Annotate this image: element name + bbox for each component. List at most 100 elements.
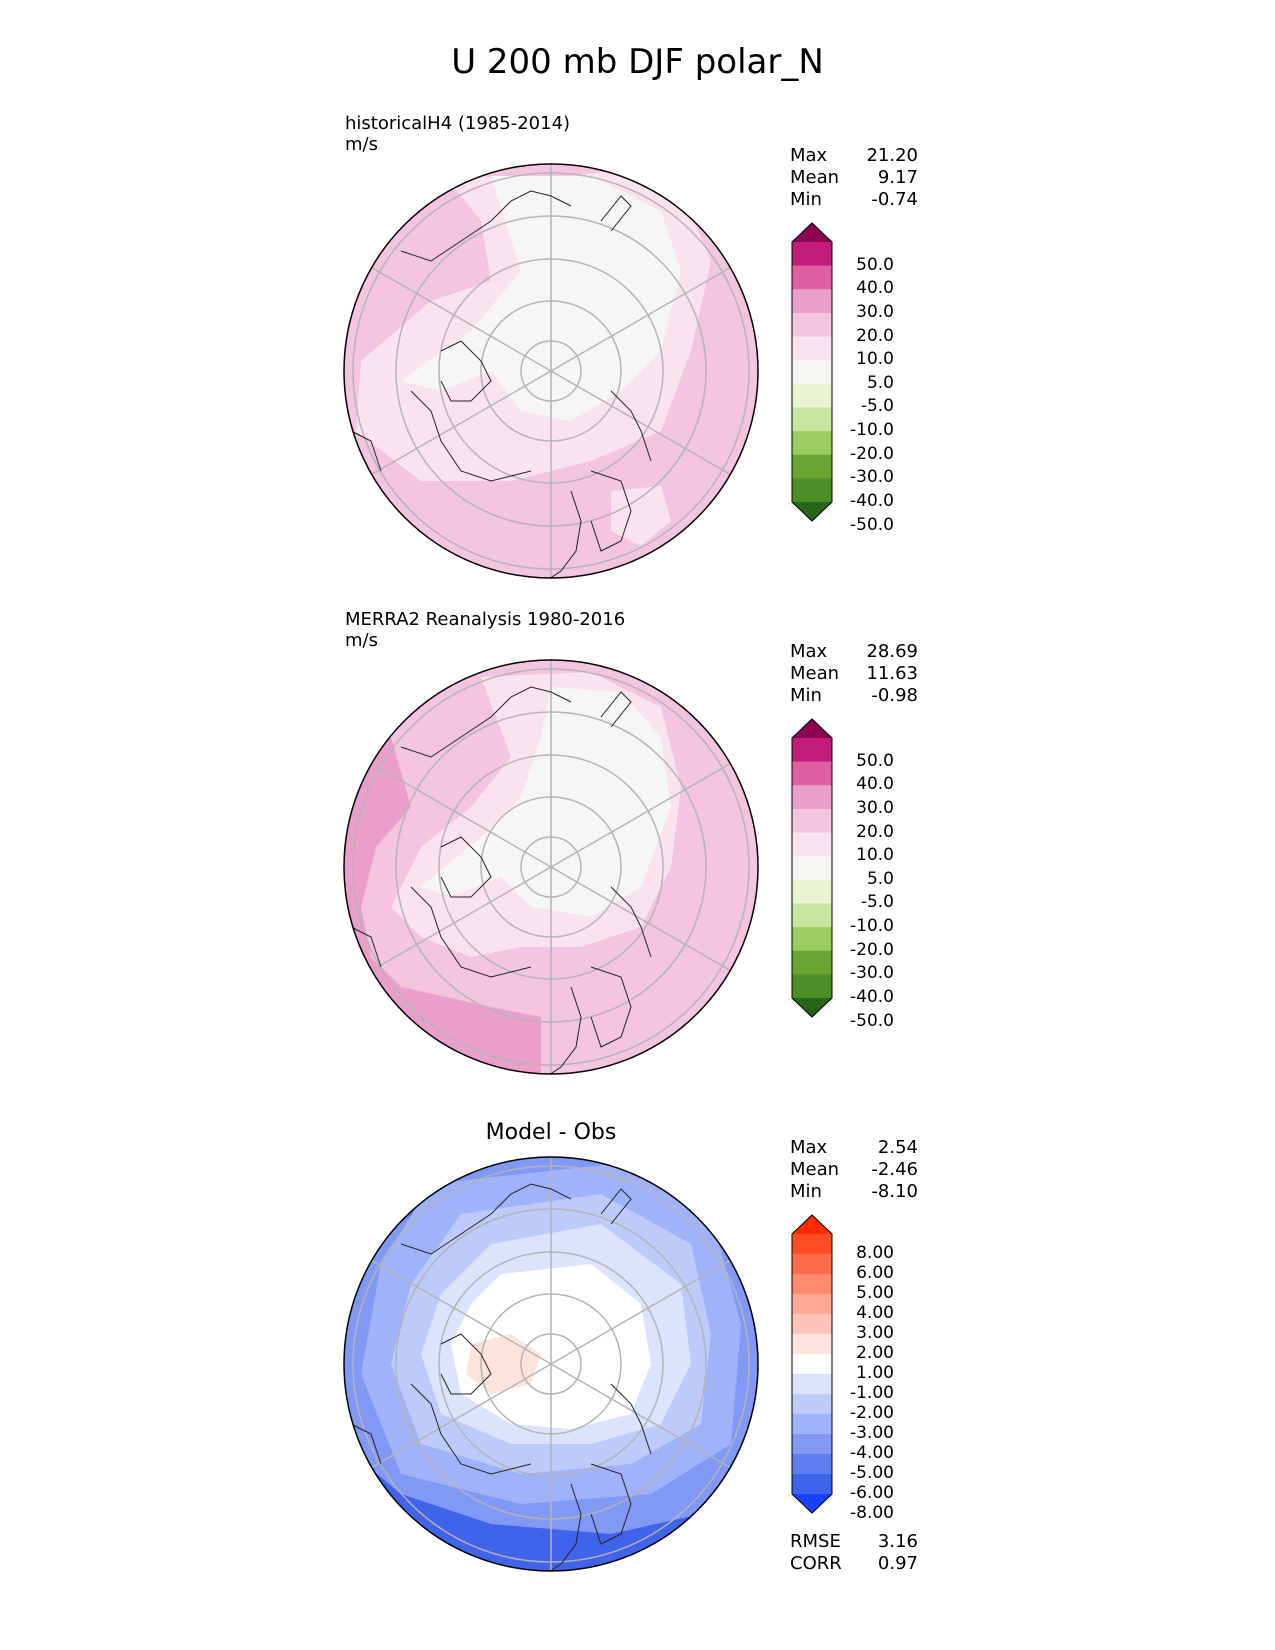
colorbar-segment [792, 312, 832, 338]
panel1-field-5-10-pacific [611, 486, 671, 546]
panel3-min-value: -8.10 [871, 1181, 918, 1202]
panel2-field-20-30 [344, 737, 541, 1074]
panel2-max-label: Max [790, 641, 828, 662]
colorbar-tick-label: 8.00 [856, 1243, 894, 1263]
colorbar-outline [791, 1214, 833, 1514]
colorbar-segment [792, 454, 832, 479]
colorbar-segment [792, 1474, 832, 1495]
colorbar-segment [792, 761, 832, 786]
panel3-mean-label: Mean [790, 1159, 840, 1180]
colorbar-tick-label: 3.00 [856, 1323, 894, 1343]
panel1-coastlines [350, 190, 652, 578]
panel1-mean-row: Mean 9.17 [790, 167, 918, 189]
colorbar-tick-label: -1.00 [850, 1383, 894, 1403]
panel1-map [343, 163, 759, 579]
colorbar-tick-label: 50.0 [856, 750, 894, 771]
colorbar-segment [792, 265, 832, 290]
colorbar-segment [792, 832, 832, 857]
panel3-rmse-row: RMSE 3.16 [790, 1531, 918, 1553]
panel3-corr-label: CORR [790, 1553, 842, 1574]
colorbar-tick-label: -5.0 [860, 892, 894, 913]
colorbar-segment [792, 903, 832, 928]
panel3-rmse-value: 3.16 [877, 1531, 918, 1552]
colorbar-segment [792, 478, 832, 503]
panel3-mean-value: -2.46 [871, 1159, 918, 1180]
colorbar-segment [792, 289, 832, 314]
panel3-colorbar [791, 1214, 833, 1514]
colorbar-segment [792, 1394, 832, 1415]
panel3-max-value: 2.54 [877, 1137, 918, 1158]
colorbar-segment [792, 1354, 832, 1375]
panel1-colorbar [791, 222, 833, 522]
panel1-units: m/s [345, 134, 378, 155]
colorbar-extend-bottom [792, 998, 832, 1017]
colorbar-tick-label: -5.0 [860, 396, 894, 417]
panel2-min-label: Min [790, 685, 822, 706]
panel3-min-label: Min [790, 1181, 822, 1202]
colorbar-segment [792, 1314, 832, 1335]
colorbar-tick-label: 20.0 [856, 325, 894, 346]
panel1-mean-label: Mean [790, 167, 840, 188]
panel2-min-value: -0.98 [871, 685, 918, 706]
colorbar-tick-label: -40.0 [850, 491, 894, 511]
colorbar-tick-label: 40.0 [856, 278, 894, 299]
colorbar-extend-top [792, 719, 832, 738]
colorbar-segment [792, 360, 832, 385]
panel3-corr-row: CORR 0.97 [790, 1553, 918, 1575]
panel2-mean-label: Mean [790, 663, 840, 684]
panel3-max-label: Max [790, 1137, 828, 1158]
panel3-field-plus1-plus2 [466, 1334, 541, 1394]
panel3-field-minus6-minus8 [344, 1444, 758, 1571]
panel1-stats: Max 21.20 Mean 9.17 Min -0.74 [790, 145, 918, 211]
figure-title: U 200 mb DJF polar_N [451, 42, 824, 82]
colorbar-tick-label: -50.0 [850, 1010, 894, 1031]
colorbar-segment [792, 407, 832, 432]
panel2-min-row: Min -0.98 [790, 685, 918, 707]
panel1-max-row: Max 21.20 [790, 145, 918, 167]
colorbar-tick-label: 50.0 [856, 254, 894, 275]
colorbar-tick-label: -50.0 [850, 514, 894, 535]
panel2-coastlines [350, 686, 652, 1074]
colorbar-extend-bottom [792, 502, 832, 521]
colorbar-tick-label: -10.0 [850, 420, 894, 441]
panel2-graticule [352, 660, 750, 1074]
colorbar-segment [792, 1414, 832, 1435]
colorbar-outline [791, 718, 833, 1018]
colorbar-tick-label: 20.0 [856, 821, 894, 842]
panel1-max-value: 21.20 [866, 145, 918, 166]
colorbar-segment [792, 383, 832, 408]
colorbar-segment [792, 785, 832, 810]
colorbar-tick-label: 10.0 [856, 845, 894, 866]
panel2-map [343, 659, 759, 1075]
colorbar-extend-top [792, 223, 832, 242]
colorbar-tick-label: 1.00 [856, 1363, 894, 1383]
colorbar-segment [792, 1254, 832, 1275]
panel3-coastlines [350, 1183, 652, 1571]
panel2-units: m/s [345, 630, 378, 651]
colorbar-tick-label: -8.00 [850, 1503, 894, 1523]
panel1-min-value: -0.74 [871, 189, 918, 210]
colorbar-segment [792, 808, 832, 834]
panel2-title: MERRA2 Reanalysis 1980-2016 m/s [345, 609, 625, 651]
colorbar-segment [792, 856, 832, 881]
colorbar-segment [792, 1294, 832, 1315]
panel3-mean-row: Mean -2.46 [790, 1159, 918, 1181]
colorbar-segment [792, 1274, 832, 1295]
colorbar-tick-label: 30.0 [856, 797, 894, 818]
panel3-map [343, 1156, 759, 1572]
colorbar-outline [791, 222, 833, 522]
colorbar-tick-label: -20.0 [850, 939, 894, 960]
panel1-colorbar-ticks: 50.0 40.0 30.0 20.0 10.0 5.0 -5.0 -10.0 -20.0 -30… [838, 222, 898, 535]
panel3-max-row: Max 2.54 [790, 1137, 918, 1159]
colorbar-segment [792, 1454, 832, 1475]
colorbar-tick-label: 10.0 [856, 349, 894, 370]
colorbar-tick-label: -40.0 [850, 987, 894, 1007]
panel1-min-row: Min -0.74 [790, 189, 918, 211]
panel1-mean-value: 9.17 [877, 167, 918, 188]
panel3-metrics: RMSE 3.16 CORR 0.97 [790, 1531, 918, 1575]
colorbar-tick-label: 4.00 [856, 1303, 894, 1323]
colorbar-tick-label: -3.00 [850, 1423, 894, 1443]
colorbar-segment [792, 431, 832, 456]
colorbar-tick-label: 40.0 [856, 774, 894, 795]
panel1-field-near-zero [401, 176, 681, 421]
